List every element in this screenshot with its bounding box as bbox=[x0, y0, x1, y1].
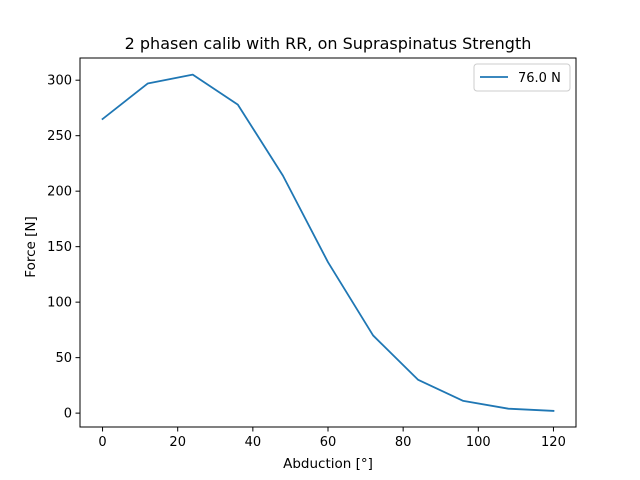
legend-box bbox=[473, 63, 571, 92]
x-axis-ticks: 0 20 40 60 80 100 120 bbox=[98, 427, 566, 450]
x-axis-label: Abduction [°] bbox=[283, 456, 373, 472]
series-line-0 bbox=[101, 73, 555, 412]
x-tick-label: 120 bbox=[541, 435, 566, 450]
plot-area bbox=[79, 57, 577, 428]
x-tick-label: 100 bbox=[466, 435, 491, 450]
x-tick-label: 0 bbox=[98, 435, 106, 450]
y-tick-label: 50 bbox=[55, 351, 72, 366]
y-tick-label: 100 bbox=[47, 296, 72, 311]
legend-label: 76.0 N bbox=[518, 71, 561, 86]
chart-title: 2 phasen calib with RR, on Supraspinatus… bbox=[125, 34, 532, 53]
y-tick-label: 250 bbox=[47, 129, 72, 144]
y-tick-label: 300 bbox=[47, 74, 72, 89]
legend: 76.0 N bbox=[473, 63, 571, 92]
y-axis-label: Force [N] bbox=[23, 216, 39, 277]
plot-frame bbox=[79, 57, 577, 428]
y-tick-label: 0 bbox=[64, 407, 72, 422]
y-tick-label: 200 bbox=[47, 185, 72, 200]
y-tick-label: 150 bbox=[47, 240, 72, 255]
x-tick-label: 20 bbox=[169, 435, 186, 450]
x-tick-label: 80 bbox=[395, 435, 412, 450]
x-tick-label: 60 bbox=[320, 435, 337, 450]
x-tick-label: 40 bbox=[245, 435, 262, 450]
y-axis-ticks: 0 50 100 150 200 250 300 bbox=[47, 74, 80, 422]
